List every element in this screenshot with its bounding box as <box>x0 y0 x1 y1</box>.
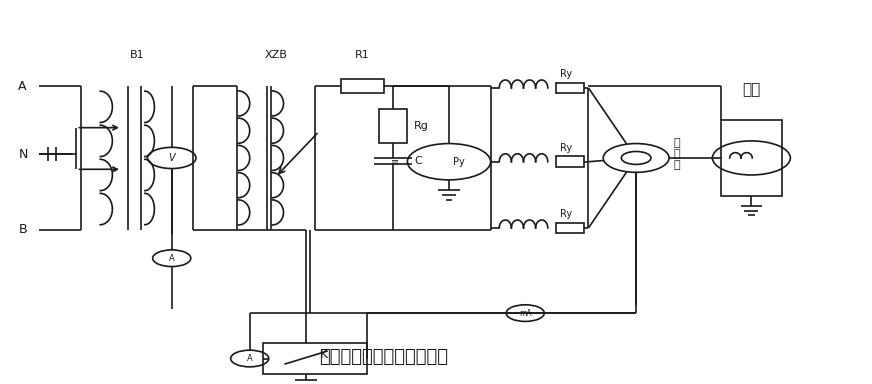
Text: V: V <box>168 153 175 163</box>
Text: N: N <box>18 148 28 161</box>
Bar <box>556 156 584 167</box>
Text: R1: R1 <box>355 50 370 60</box>
Text: 发电机交流耐压试验接线图: 发电机交流耐压试验接线图 <box>319 348 448 366</box>
Text: Rg: Rg <box>413 121 428 131</box>
Text: A: A <box>247 354 253 363</box>
Text: 水: 水 <box>673 149 680 159</box>
Text: 转子: 转子 <box>742 83 760 98</box>
Text: Ry: Ry <box>560 142 572 153</box>
Text: mA: mA <box>519 309 532 318</box>
Text: 管: 管 <box>673 161 680 170</box>
Bar <box>556 223 584 233</box>
Bar <box>556 83 584 93</box>
Text: Ry: Ry <box>560 69 572 79</box>
Text: C: C <box>414 156 422 166</box>
Text: A: A <box>169 254 174 263</box>
Text: ≡: ≡ <box>391 157 399 167</box>
Text: B1: B1 <box>130 50 145 60</box>
Text: B: B <box>18 223 27 236</box>
Text: 汇: 汇 <box>673 138 680 148</box>
Bar <box>262 343 367 374</box>
Text: Py: Py <box>453 157 465 167</box>
Bar <box>378 109 406 143</box>
Text: A: A <box>18 79 27 93</box>
Text: Ry: Ry <box>560 209 572 219</box>
Bar <box>721 120 781 196</box>
Text: K: K <box>319 348 327 361</box>
Bar <box>341 79 384 93</box>
Text: XZB: XZB <box>264 50 287 60</box>
